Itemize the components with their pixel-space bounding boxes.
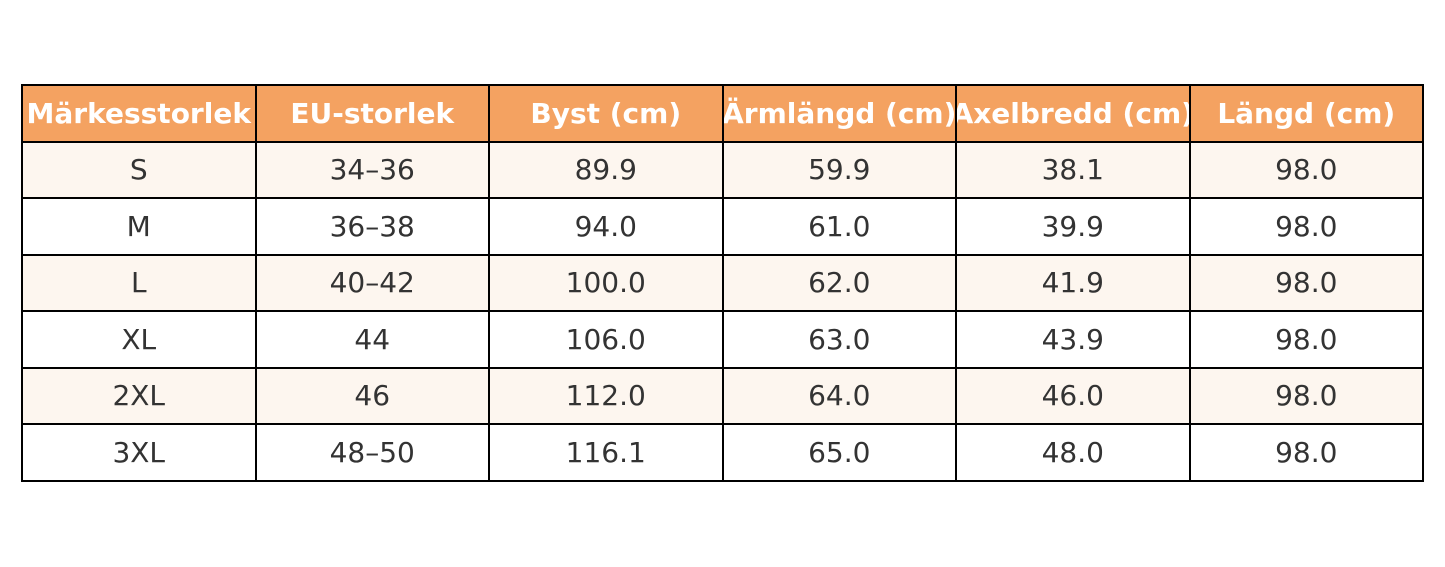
header-cell: Axelbredd (cm) <box>957 86 1191 143</box>
table-cell: 59.9 <box>723 142 957 199</box>
table-cell: 48–50 <box>256 425 490 482</box>
table-cell: 62.0 <box>723 255 957 312</box>
table-cell: 98.0 <box>1190 142 1424 199</box>
table-cell: 98.0 <box>1190 368 1424 425</box>
table-cell: 2XL <box>23 368 257 425</box>
table-cell: 116.1 <box>490 425 724 482</box>
table-cell: 48.0 <box>957 425 1191 482</box>
table-cell: 38.1 <box>957 142 1191 199</box>
header-cell: Byst (cm) <box>490 86 724 143</box>
table-cell: S <box>23 142 257 199</box>
table-cell: 36–38 <box>256 199 490 256</box>
table-cell: M <box>23 199 257 256</box>
table-cell: 100.0 <box>490 255 724 312</box>
table-cell: 34–36 <box>256 142 490 199</box>
table-cell: 46 <box>256 368 490 425</box>
header-cell: Märkesstorlek <box>23 86 257 143</box>
table-cell: XL <box>23 312 257 369</box>
table-cell: 98.0 <box>1190 199 1424 256</box>
header-cell: EU-storlek <box>256 86 490 143</box>
header-cell: Ärmlängd (cm) <box>723 86 957 143</box>
table-cell: 98.0 <box>1190 312 1424 369</box>
table-cell: 41.9 <box>957 255 1191 312</box>
table-cell: L <box>23 255 257 312</box>
table-cell: 89.9 <box>490 142 724 199</box>
table-cell: 65.0 <box>723 425 957 482</box>
header-cell: Längd (cm) <box>1190 86 1424 143</box>
table-cell: 3XL <box>23 425 257 482</box>
table-cell: 98.0 <box>1190 255 1424 312</box>
size-table: Märkesstorlek EU-storlek Byst (cm) Ärmlängd… <box>21 84 1424 482</box>
table-cell: 112.0 <box>490 368 724 425</box>
table-cell: 106.0 <box>490 312 724 369</box>
table-cell: 44 <box>256 312 490 369</box>
table-cell: 46.0 <box>957 368 1191 425</box>
table-cell: 64.0 <box>723 368 957 425</box>
table-cell: 94.0 <box>490 199 724 256</box>
table-cell: 63.0 <box>723 312 957 369</box>
table-cell: 61.0 <box>723 199 957 256</box>
table-cell: 43.9 <box>957 312 1191 369</box>
table-cell: 98.0 <box>1190 425 1424 482</box>
table-cell: 40–42 <box>256 255 490 312</box>
table-cell: 39.9 <box>957 199 1191 256</box>
